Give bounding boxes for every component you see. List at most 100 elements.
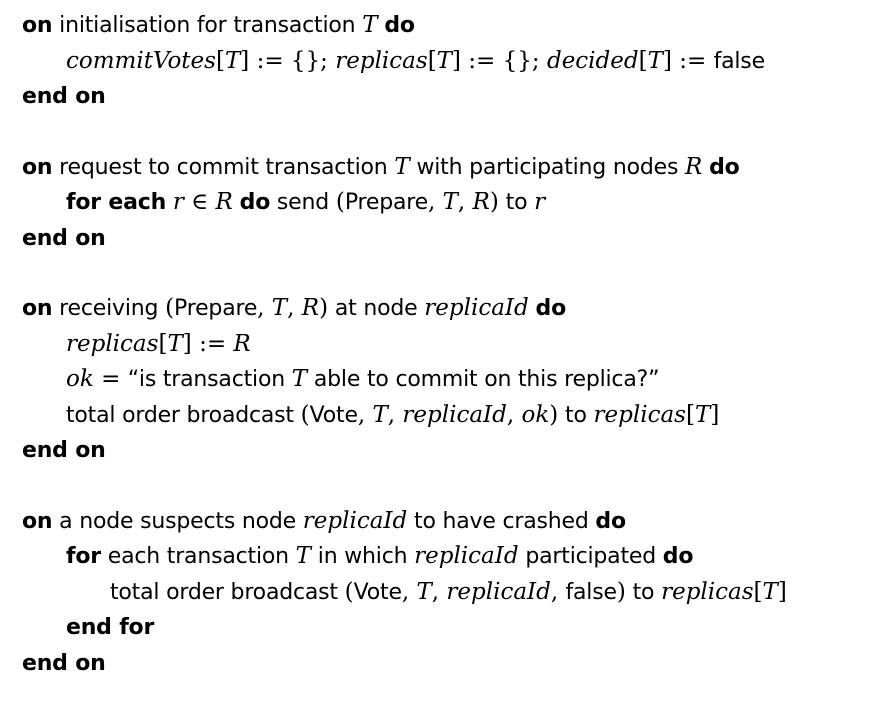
handler-block: on request to commit transaction T with … bbox=[22, 150, 888, 257]
math-symbol: r bbox=[172, 189, 184, 215]
math-symbol: ok bbox=[521, 401, 550, 428]
code-line: end on bbox=[22, 79, 888, 115]
code-line: end on bbox=[22, 646, 888, 682]
code-line: end for bbox=[22, 610, 888, 646]
math-symbol: replicas bbox=[593, 401, 686, 428]
math-operator: ∈ bbox=[183, 189, 216, 215]
keyword: end on bbox=[22, 225, 106, 251]
keyword: end on bbox=[22, 84, 106, 109]
math-operator: , bbox=[457, 189, 473, 215]
code-text: to bbox=[498, 190, 535, 215]
keyword: on bbox=[22, 508, 53, 534]
math-symbol: T bbox=[394, 153, 410, 180]
code-line: total order broadcast (Vote, T, replicaI… bbox=[22, 398, 888, 434]
code-text: with participating nodes bbox=[409, 154, 685, 180]
math-symbol: replicas bbox=[661, 578, 754, 605]
math-operator: , bbox=[287, 295, 302, 321]
code-text: false bbox=[565, 579, 617, 605]
code-text bbox=[233, 190, 240, 215]
math-symbol: R bbox=[233, 330, 251, 357]
math-symbol: replicaId bbox=[414, 543, 519, 569]
keyword: do bbox=[384, 13, 415, 38]
code-text: at node bbox=[328, 296, 425, 321]
math-operator: ( bbox=[300, 401, 310, 428]
code-line: on a node suspects node replicaId to hav… bbox=[22, 504, 888, 540]
math-operator: , bbox=[431, 578, 447, 605]
math-operator: ( bbox=[165, 295, 175, 321]
keyword: end on bbox=[22, 650, 106, 676]
math-symbol: ok bbox=[66, 366, 94, 392]
math-operator: [ bbox=[427, 47, 437, 74]
math-symbol: R bbox=[685, 153, 703, 180]
math-symbol: R bbox=[472, 189, 490, 215]
code-line: total order broadcast (Vote, T, replicaI… bbox=[22, 575, 888, 611]
keyword: on bbox=[22, 154, 53, 180]
math-symbol: T bbox=[295, 543, 311, 569]
math-operator: ) bbox=[616, 578, 626, 605]
math-operator: , bbox=[357, 401, 373, 428]
code-line: commitVotes[T] := {}; replicas[T] := {};… bbox=[22, 44, 888, 80]
code-line: on initialisation for transaction T do bbox=[22, 8, 888, 44]
keyword: do bbox=[239, 190, 271, 215]
keyword: end for bbox=[66, 615, 155, 640]
code-line: on receiving (Prepare, T, R) at node rep… bbox=[22, 291, 888, 327]
handler-block: on a node suspects node replicaId to hav… bbox=[22, 504, 888, 682]
math-operator: = bbox=[93, 366, 128, 392]
math-operator: [ bbox=[686, 401, 695, 428]
math-operator: , bbox=[387, 401, 403, 428]
math-symbol: T bbox=[762, 578, 778, 605]
code-text: request to commit transaction bbox=[52, 154, 395, 180]
math-symbol: replicas bbox=[66, 330, 159, 357]
math-operator: ) bbox=[549, 401, 559, 428]
code-line: on request to commit transaction T with … bbox=[22, 150, 888, 186]
keyword: end on bbox=[22, 438, 106, 463]
math-operator: [ bbox=[753, 578, 763, 605]
math-symbol: commitVotes bbox=[66, 47, 216, 74]
code-line: for each r ∈ R do send (Prepare, T, R) t… bbox=[22, 185, 888, 221]
math-operator: ] bbox=[777, 578, 787, 605]
math-symbol: T bbox=[436, 47, 453, 74]
code-text: a node suspects node bbox=[52, 508, 303, 534]
code-text bbox=[166, 190, 173, 215]
math-operator: ] bbox=[710, 401, 720, 428]
code-text: total order broadcast bbox=[110, 579, 345, 605]
code-text: participated bbox=[518, 544, 663, 569]
code-text: to have crashed bbox=[407, 508, 596, 534]
code-line: for each transaction T in which replicaI… bbox=[22, 539, 888, 575]
code-text: in which bbox=[311, 544, 415, 569]
math-symbol: T bbox=[224, 47, 241, 74]
math-operator: , bbox=[401, 578, 417, 605]
math-operator: ) bbox=[319, 295, 329, 321]
math-operator: ( bbox=[344, 578, 354, 605]
math-symbol: T bbox=[647, 47, 663, 74]
math-symbol: T bbox=[442, 189, 458, 215]
code-line: end on bbox=[22, 433, 888, 469]
code-text: receiving bbox=[52, 296, 166, 321]
math-symbol: replicaId bbox=[446, 578, 551, 605]
math-symbol: decided bbox=[546, 47, 639, 74]
code-text: to bbox=[558, 402, 594, 428]
math-operator: ) bbox=[489, 189, 499, 215]
code-text: Prepare bbox=[344, 190, 428, 215]
algorithm-listing: on initialisation for transaction T do co… bbox=[22, 8, 888, 716]
math-operator: ] := bbox=[182, 330, 234, 357]
math-symbol: replicaId bbox=[424, 295, 529, 321]
code-text: Vote bbox=[353, 579, 402, 605]
keyword: on bbox=[22, 296, 53, 321]
math-operator: , bbox=[506, 401, 522, 428]
code-text: false bbox=[713, 48, 766, 74]
math-operator: [ bbox=[638, 47, 648, 74]
code-text: send bbox=[270, 190, 336, 215]
math-symbol: T bbox=[291, 366, 308, 392]
code-line: ok = “is transaction T able to commit on… bbox=[22, 362, 888, 398]
math-symbol: T bbox=[167, 330, 183, 357]
code-text bbox=[529, 296, 536, 321]
math-symbol: replicaId bbox=[302, 507, 408, 534]
keyword: do bbox=[535, 296, 567, 321]
code-text: initialisation for transaction bbox=[52, 13, 363, 38]
code-text: to bbox=[625, 579, 662, 605]
math-symbol: T bbox=[416, 578, 432, 605]
math-symbol: replicaId bbox=[402, 401, 507, 428]
math-operator: , bbox=[550, 578, 566, 605]
math-operator: ] := {}; bbox=[452, 47, 547, 74]
